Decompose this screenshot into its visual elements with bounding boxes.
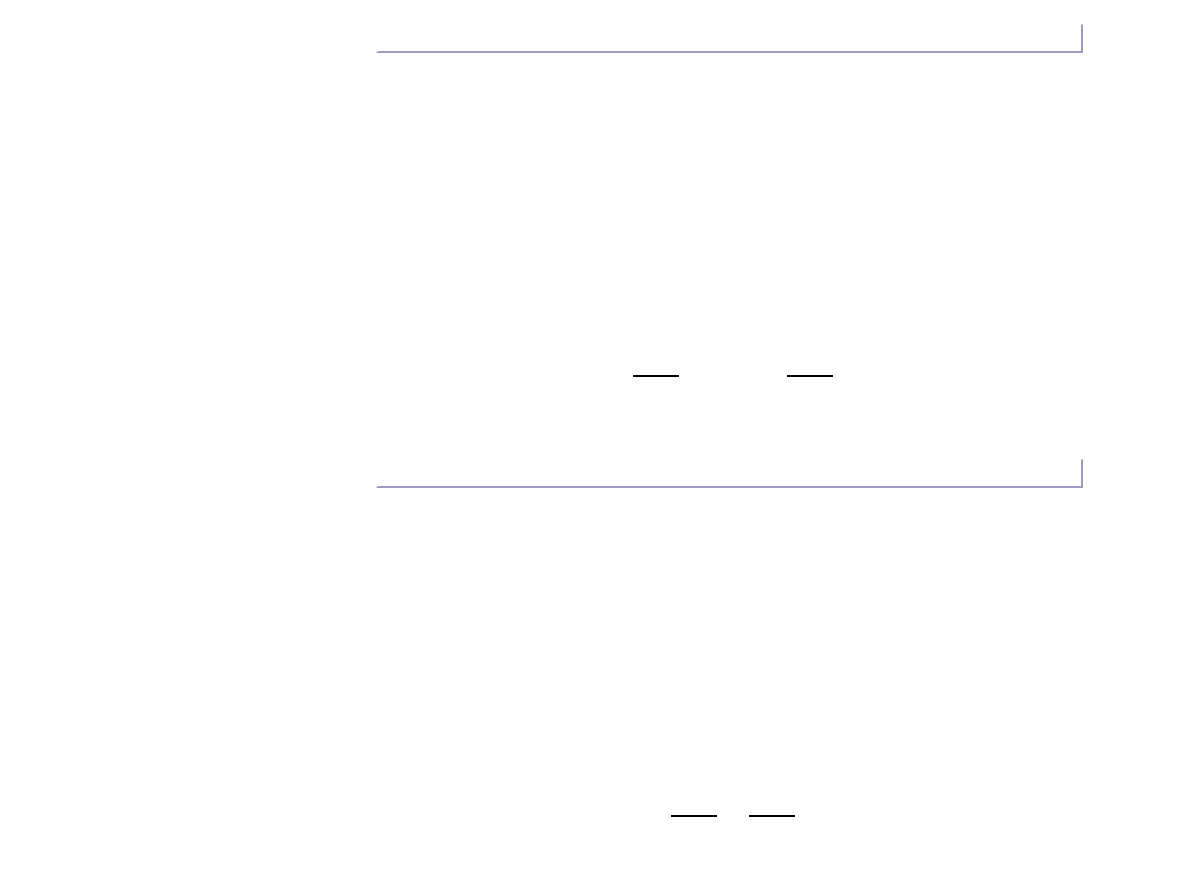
bar-swatch-icon	[633, 354, 673, 365]
diamond-marker-icon	[650, 370, 661, 381]
legend-item	[671, 791, 725, 807]
figure-20-legend	[392, 791, 1082, 824]
figure-19-title-bar	[376, 24, 1083, 53]
legend-item	[749, 791, 803, 807]
legend-item	[671, 808, 725, 824]
line-swatch-icon	[633, 375, 679, 377]
line-swatch-icon	[749, 815, 795, 817]
bar-swatch-icon	[787, 354, 827, 365]
bar-swatch-icon	[749, 794, 789, 805]
figure-20-chart-panel	[392, 496, 1082, 828]
legend-item	[787, 351, 841, 367]
line-swatch-icon	[787, 375, 833, 377]
diamond-marker-icon	[766, 810, 777, 821]
legend-item	[749, 808, 803, 824]
line-swatch-icon	[671, 815, 717, 817]
legend-item	[633, 351, 687, 367]
diamond-marker-icon	[688, 810, 699, 821]
figure-19-chart-panel	[392, 57, 1082, 388]
diamond-marker-icon	[804, 370, 815, 381]
bar-swatch-icon	[671, 794, 711, 805]
legend-item	[633, 368, 687, 384]
figure-20-title-bar	[376, 459, 1083, 488]
figure-19-legend	[392, 351, 1082, 384]
legend-item	[787, 368, 841, 384]
